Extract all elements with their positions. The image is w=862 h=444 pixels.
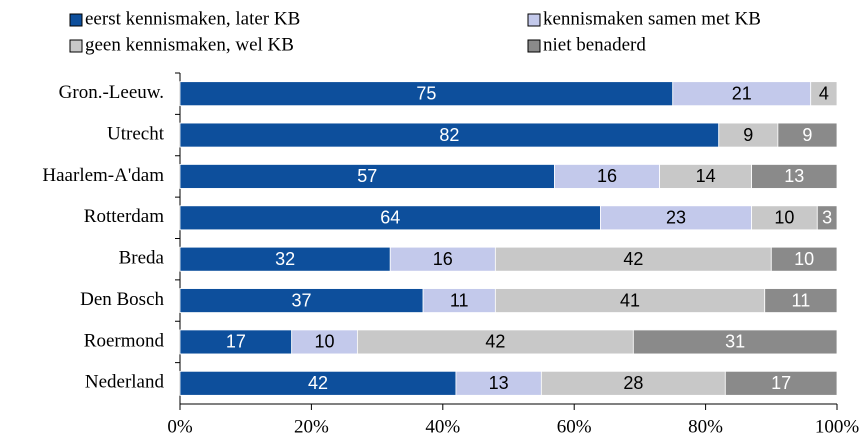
data-label: 10 [774,208,794,228]
legend-swatch [69,13,83,27]
bar-segment [455,370,542,396]
data-label: 23 [666,208,686,228]
bar-segment [540,370,726,396]
data-label: 57 [357,166,377,186]
y-tick-label: Gron.-Leeuw. [59,82,164,103]
data-label: 31 [725,332,745,352]
data-label: 13 [784,166,804,186]
data-label: 42 [308,373,328,393]
data-label: 13 [489,373,509,393]
legend-swatch [69,39,83,53]
bar-segment [356,329,634,355]
bar-segment [494,246,772,272]
bar-segment [810,81,838,107]
data-label: 17 [226,332,246,352]
bar-segment [179,246,391,272]
legend-swatch [527,13,541,27]
data-label: 75 [416,83,436,103]
bar-segment [718,122,779,148]
bar-segment [672,81,812,107]
y-tick-label: Utrecht [107,123,165,144]
bar-segment [751,164,838,189]
data-label: 64 [380,208,400,228]
data-label: 41 [620,290,640,310]
legend-label: niet benaderd [543,34,646,55]
data-label: 82 [439,125,459,145]
bar-segment [179,164,555,189]
bar-segment [179,288,424,313]
bar-segment [659,164,752,189]
data-label: 21 [732,83,752,103]
y-tick-label: Haarlem-A'dam [42,165,164,186]
bar-segment [764,288,838,313]
legend-swatch [527,39,541,53]
data-label: 28 [623,373,643,393]
bar-segment [179,205,601,231]
y-tick-label: Rotterdam [84,206,164,227]
bar-segment [632,329,838,355]
x-tick-label: 20% [294,416,329,437]
x-tick-label: 0% [167,416,193,437]
legend-label: kennismaken samen met KB [543,8,761,29]
x-tick-label: 40% [425,416,460,437]
bar-segment [600,205,752,231]
y-tick-label: Den Bosch [80,289,164,310]
data-label: 9 [802,125,812,145]
bar-segment [179,370,457,396]
bar-segment [751,205,818,231]
data-label: 4 [819,83,829,103]
data-label: 16 [597,166,617,186]
bar-segment [816,205,838,231]
data-label: 42 [623,249,643,269]
data-label: 3 [822,208,832,228]
legend-label: geen kennismaken, wel KB [85,34,294,55]
bar-segment [179,329,293,355]
bar-segment [770,246,838,272]
bar-segment [291,329,358,355]
y-tick-label: Roermond [84,330,165,351]
y-tick-label: Breda [119,248,165,269]
data-label: 11 [792,290,811,310]
data-label: 11 [450,290,469,310]
bar-segment [179,122,720,148]
data-label: 10 [794,249,814,269]
legend-label: eerst kennismaken, later KB [85,8,300,29]
bar-segment [777,122,838,148]
y-tick-label: Nederland [85,372,165,393]
x-tick-label: 100% [815,416,860,437]
data-label: 42 [485,332,505,352]
data-label: 9 [743,125,753,145]
x-tick-label: 60% [557,416,592,437]
bar-segment [724,370,838,396]
data-label: 32 [275,249,295,269]
data-label: 10 [315,332,335,352]
data-label: 16 [433,249,453,269]
x-tick-label: 80% [688,416,723,437]
data-label: 37 [292,290,312,310]
bar-segment [389,246,496,272]
data-label: 14 [696,166,716,186]
data-label: 17 [771,373,791,393]
bar-segment [422,288,496,313]
